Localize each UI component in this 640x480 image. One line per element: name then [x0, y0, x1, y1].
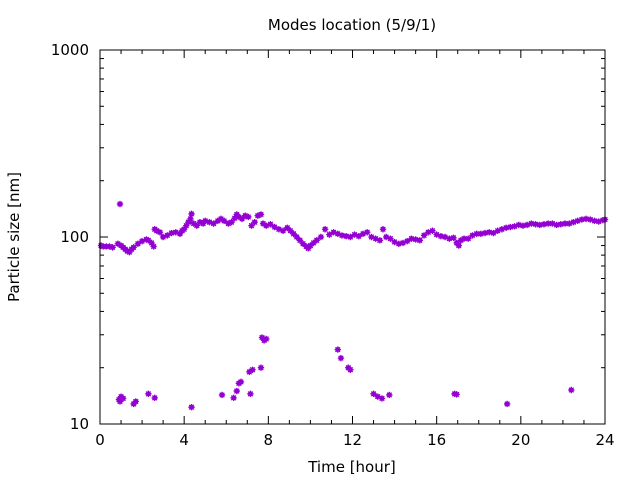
- data-point: [220, 217, 228, 225]
- data-point: [376, 237, 384, 244]
- data-points: [97, 200, 609, 411]
- data-point: [148, 239, 155, 247]
- chart-title: Modes location (5/9/1): [268, 16, 436, 34]
- data-point: [218, 391, 226, 399]
- data-point: [249, 366, 256, 373]
- data-point: [568, 386, 575, 394]
- data-point: [267, 221, 274, 228]
- data-point: [473, 230, 480, 238]
- data-point: [145, 390, 152, 398]
- y-tick-label: 1000: [51, 41, 89, 59]
- data-point: [364, 229, 371, 236]
- data-point: [317, 233, 325, 241]
- data-point: [132, 398, 139, 405]
- data-point: [156, 229, 164, 236]
- data-point: [326, 231, 333, 238]
- data-point: [370, 390, 377, 398]
- data-point: [450, 234, 457, 242]
- data-point: [355, 232, 363, 240]
- data-point: [334, 346, 341, 353]
- data-point: [404, 237, 411, 245]
- data-point: [263, 335, 270, 343]
- y-tick-label: 10: [70, 415, 89, 433]
- data-point: [347, 233, 354, 241]
- data-point: [271, 223, 278, 231]
- data-point: [416, 237, 424, 244]
- data-point: [109, 244, 116, 251]
- x-tick-label: 20: [511, 431, 530, 449]
- x-tick-label: 4: [179, 431, 189, 449]
- data-point: [420, 232, 428, 239]
- data-point: [257, 211, 265, 218]
- data-point: [460, 235, 468, 242]
- data-point: [151, 394, 158, 402]
- data-point: [230, 394, 237, 402]
- data-point: [237, 378, 245, 386]
- data-point: [429, 227, 436, 234]
- tick-labels: 0 4 8 12 16 20 24 10 100 1000: [51, 41, 615, 449]
- plot-frame: [99, 49, 606, 425]
- data-point: [347, 366, 354, 373]
- data-point: [150, 243, 157, 250]
- data-point: [257, 364, 265, 371]
- x-tick-label: 24: [595, 431, 614, 449]
- data-point: [544, 220, 552, 227]
- data-point: [164, 232, 171, 239]
- data-point: [247, 390, 254, 398]
- y-tick-label: 100: [60, 228, 89, 246]
- data-point: [313, 237, 320, 244]
- data-point: [561, 220, 569, 227]
- x-tick-label: 8: [264, 431, 274, 449]
- x-axis-label: Time [hour]: [307, 458, 396, 476]
- data-point: [279, 227, 287, 234]
- data-point: [116, 200, 124, 208]
- data-point: [455, 242, 462, 249]
- x-tick-label: 16: [427, 431, 446, 449]
- data-point: [134, 240, 142, 247]
- data-point: [321, 226, 329, 233]
- data-point: [183, 222, 190, 229]
- data-point: [453, 391, 460, 398]
- data-point: [130, 244, 137, 251]
- data-point: [379, 226, 387, 233]
- data-point: [233, 387, 240, 395]
- data-point: [245, 213, 252, 221]
- data-point: [228, 218, 235, 226]
- data-point: [180, 226, 188, 233]
- data-point: [503, 400, 511, 408]
- data-point: [188, 210, 195, 218]
- y-axis-label: Particle size [nm]: [5, 172, 23, 302]
- data-point: [490, 229, 497, 237]
- data-point: [387, 235, 394, 242]
- data-point: [251, 218, 258, 226]
- x-tick-label: 0: [95, 431, 105, 449]
- data-point: [378, 395, 386, 402]
- data-point: [119, 395, 127, 402]
- data-point: [337, 354, 345, 362]
- data-point: [187, 215, 194, 223]
- data-point: [188, 403, 195, 411]
- x-tick-label: 12: [343, 431, 362, 449]
- data-point: [465, 235, 472, 242]
- data-point: [210, 220, 217, 227]
- data-point: [386, 391, 393, 399]
